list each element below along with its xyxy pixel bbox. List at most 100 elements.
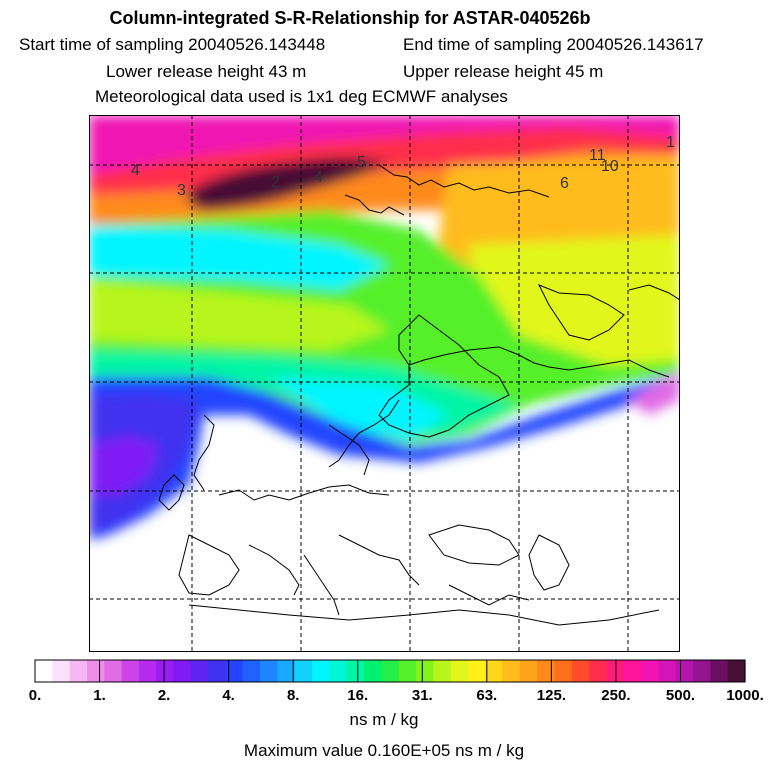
contour-label: 6 bbox=[560, 175, 569, 192]
colorbar-cell bbox=[190, 660, 209, 682]
contour-label: 1 bbox=[666, 134, 675, 151]
colorbar-cell bbox=[554, 660, 573, 682]
colorbar-tick-label: 125. bbox=[537, 687, 566, 704]
colorbar-cell bbox=[52, 660, 71, 682]
colorbar-cell bbox=[35, 660, 53, 682]
field-magenta-top bbox=[89, 115, 680, 175]
contour-label: 3 bbox=[177, 182, 186, 199]
coast-black-sea bbox=[428, 524, 520, 566]
colorbar-cell bbox=[69, 660, 88, 682]
colorbar-tick-label: 250. bbox=[601, 687, 630, 704]
field-yellowgreen-band bbox=[89, 280, 389, 350]
end-time-label: End time of sampling 20040526.143617 bbox=[403, 35, 704, 54]
coastlines bbox=[158, 164, 680, 626]
lower-release-height-label: Lower release height 43 m bbox=[106, 62, 307, 81]
colorbar-cell bbox=[225, 660, 244, 682]
contour-label: 4 bbox=[314, 169, 323, 186]
colorbar-cell bbox=[156, 660, 175, 682]
colorbar-tick-label: 1. bbox=[93, 687, 106, 704]
meteorological-data-label: Meteorological data used is 1x1 deg ECMW… bbox=[95, 87, 508, 106]
colorbar-tick-label: 500. bbox=[666, 687, 695, 704]
colorbar-cell bbox=[312, 660, 330, 682]
coast-kara bbox=[628, 284, 680, 301]
colorbar-tick-label: 0. bbox=[29, 687, 42, 704]
colorbar-cell bbox=[589, 660, 608, 682]
contour-labels: 4 3 2 4 5 11 10 1 6 bbox=[131, 134, 675, 199]
colorbar-unit-label: ns m / kg bbox=[349, 710, 419, 729]
colorbar-frame bbox=[34, 659, 746, 683]
colorbar-cell bbox=[346, 660, 365, 682]
coast-russia-north bbox=[408, 346, 670, 378]
colorbar-cell bbox=[502, 660, 521, 682]
colorbar-cell bbox=[727, 660, 746, 682]
colorbar-tick-label: 1000. bbox=[726, 687, 764, 704]
coast-ireland bbox=[158, 474, 185, 511]
colorbar-cell bbox=[537, 660, 556, 682]
colorbar-cell bbox=[138, 660, 157, 682]
field-cyan-upper bbox=[89, 225, 389, 290]
lat-lon-grid bbox=[89, 115, 680, 652]
start-time-label: Start time of sampling 20040526.143448 bbox=[19, 35, 326, 54]
colorbar-cell bbox=[433, 660, 452, 682]
colorbar-tick-label: 31. bbox=[412, 687, 433, 704]
coast-north-africa bbox=[188, 604, 660, 626]
field-blue-boundary bbox=[89, 373, 680, 540]
field-darkpurple-blob bbox=[184, 158, 389, 210]
coast-britain bbox=[193, 414, 215, 491]
upper-release-height-label: Upper release height 45 m bbox=[403, 62, 604, 81]
coast-north-europe bbox=[218, 484, 390, 501]
maximum-value-label: Maximum value 0.160E+05 ns m / kg bbox=[243, 741, 525, 760]
map-frame bbox=[89, 115, 680, 652]
colorbar-cell bbox=[104, 660, 123, 682]
colorbar-tick-label: 16. bbox=[347, 687, 368, 704]
coast-caspian bbox=[528, 534, 570, 591]
colorbar-cell bbox=[86, 660, 105, 682]
coast-iberia bbox=[178, 534, 240, 596]
contour-label: 5 bbox=[357, 154, 366, 171]
colorbar-cell bbox=[450, 660, 469, 682]
colorbar-cell bbox=[364, 660, 382, 682]
colorbar-cell bbox=[675, 660, 694, 682]
colorbar-cell bbox=[294, 660, 313, 682]
colorbar-tick-label: 63. bbox=[476, 687, 497, 704]
sensitivity-map: 4 3 2 4 5 11 10 1 6 bbox=[89, 115, 680, 652]
colorbar-tick-label: 8. bbox=[287, 687, 300, 704]
colorbar-cell bbox=[208, 660, 227, 682]
colorbar-cell bbox=[121, 660, 140, 682]
colorbar-cell bbox=[710, 660, 729, 682]
coast-arctic-islands bbox=[378, 164, 550, 198]
colorbar-cell bbox=[519, 660, 538, 682]
field-purple-east bbox=[629, 370, 680, 415]
colorbar-cell bbox=[415, 660, 434, 682]
coast-turkey bbox=[448, 584, 530, 606]
concentration-field bbox=[89, 115, 680, 540]
colorbar-cell bbox=[173, 660, 192, 682]
coast-france bbox=[248, 544, 300, 596]
coast-denmark bbox=[328, 424, 370, 476]
field-purple-west bbox=[89, 435, 159, 495]
coast-italy bbox=[303, 554, 340, 616]
colorbar-cell bbox=[277, 660, 296, 682]
colorbar-cell bbox=[693, 660, 711, 682]
coast-novaya-zemlya bbox=[537, 284, 625, 341]
colorbar: 0. 1. 2. 4. 8. 16. 31. 63. 125. 250. 500. 1000. bbox=[29, 659, 764, 704]
colorbar-cell bbox=[381, 660, 400, 682]
contour-label: 4 bbox=[131, 162, 140, 179]
field-cyan-lower bbox=[269, 377, 449, 440]
contour-label: 10 bbox=[601, 158, 619, 175]
colorbar-tick-labels: 0. 1. 2. 4. 8. 16. 31. 63. 125. 250. 500. 1000. bbox=[29, 687, 764, 704]
colorbar-cell bbox=[485, 660, 504, 682]
map-title: Column-integrated S-R-Relationship for A… bbox=[109, 8, 591, 28]
coast-norway-south bbox=[328, 399, 400, 468]
colorbar-cell bbox=[658, 660, 677, 682]
contour-label: 11 bbox=[589, 147, 606, 164]
colorbar-tick-label: 4. bbox=[222, 687, 235, 704]
colorbar-cell bbox=[571, 660, 590, 682]
contour-label: 2 bbox=[271, 174, 280, 191]
colorbar-tick-label: 2. bbox=[158, 687, 171, 704]
colorbar-cells bbox=[34, 659, 746, 683]
colorbar-cell bbox=[242, 660, 261, 682]
colorbar-cell bbox=[329, 660, 348, 682]
colorbar-cell bbox=[623, 660, 642, 682]
colorbar-cell bbox=[641, 660, 660, 682]
